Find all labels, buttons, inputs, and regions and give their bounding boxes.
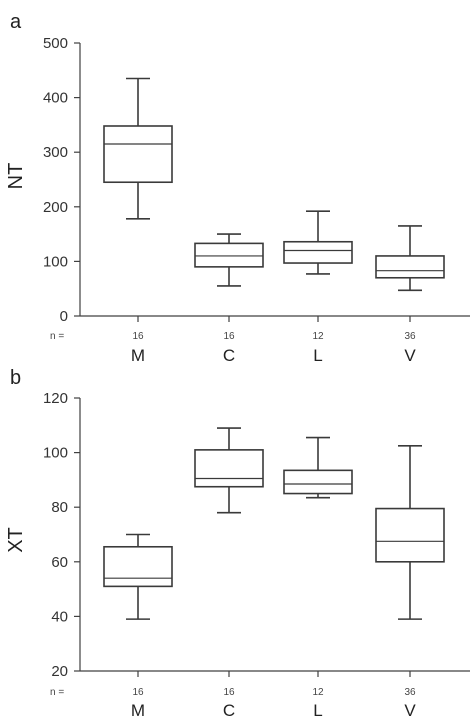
category-label-m: M — [131, 346, 145, 365]
box-v — [375, 507, 445, 563]
category-label-c: C — [223, 701, 235, 720]
category-label-l: L — [313, 346, 322, 365]
n-label-l: 12 — [312, 331, 324, 342]
n-label-c: 16 — [223, 687, 235, 698]
box-v — [375, 255, 445, 279]
y-tick-label-b: 60 — [51, 554, 68, 571]
y-tick-label-b: 100 — [43, 445, 68, 462]
box-m — [103, 125, 173, 184]
y-tick-label-a: 400 — [43, 90, 68, 107]
box-c — [194, 449, 264, 488]
category-label-c: C — [223, 346, 235, 365]
n-label-c: 16 — [223, 331, 235, 342]
y-tick-label-a: 0 — [60, 308, 68, 325]
y-tick-label-a: 100 — [43, 253, 68, 270]
y-tick-label-b: 120 — [43, 390, 68, 407]
n-prefix-label-a: n = — [50, 331, 64, 342]
n-label-m: 16 — [132, 331, 144, 342]
box-l — [283, 240, 353, 264]
panel-a: a NT 0 100 200 300 400 500 n = 16 M 16 C 12 L 36 V — [5, 11, 470, 365]
y-tick-label-a: 300 — [43, 144, 68, 161]
y-tick-label-b: 40 — [51, 608, 68, 625]
category-label-m: M — [131, 701, 145, 720]
n-prefix-label-b: n = — [50, 687, 64, 698]
panel-label-b: b — [10, 367, 21, 389]
y-tick-label-b: 80 — [51, 499, 68, 516]
box-l — [283, 469, 353, 495]
panel-b: b XT 20 40 60 80 100 120 n = 16 M 16 C 12 L 36 V — [5, 367, 470, 720]
box-c — [194, 242, 264, 268]
panel-label-a: a — [10, 11, 22, 33]
category-label-l: L — [313, 701, 322, 720]
n-label-l: 12 — [312, 687, 324, 698]
n-label-v: 36 — [404, 331, 416, 342]
n-label-m: 16 — [132, 687, 144, 698]
y-tick-label-b: 20 — [51, 663, 68, 680]
category-label-v: V — [404, 701, 416, 720]
category-label-v: V — [404, 346, 416, 365]
box-m — [103, 545, 173, 588]
y-axis-label-b: XT — [5, 527, 27, 553]
y-tick-label-a: 200 — [43, 199, 68, 216]
n-label-v: 36 — [404, 687, 416, 698]
y-axis-label-a: NT — [5, 163, 27, 190]
y-tick-label-a: 500 — [43, 35, 68, 52]
